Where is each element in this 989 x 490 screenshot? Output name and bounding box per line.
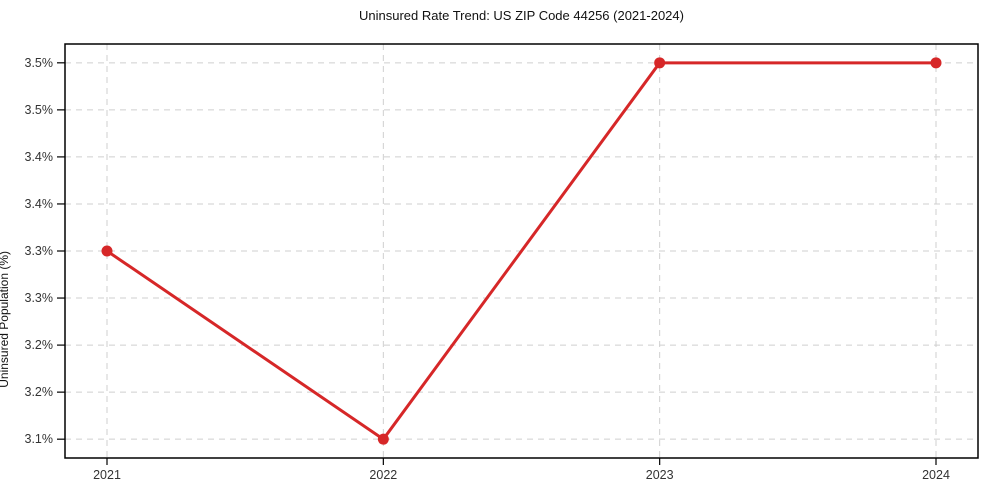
x-tick-label: 2024 — [922, 468, 950, 482]
data-point-marker — [930, 57, 942, 69]
x-tick-label: 2023 — [646, 468, 674, 482]
y-tick-label: 3.5% — [25, 103, 54, 117]
x-tick-label: 2022 — [369, 468, 397, 482]
data-point-marker — [377, 433, 389, 445]
y-tick-label: 3.1% — [25, 432, 54, 446]
x-tick-label: 2021 — [93, 468, 121, 482]
y-tick-label: 3.4% — [25, 197, 54, 211]
y-tick-label: 3.3% — [25, 244, 54, 258]
y-tick-label: 3.2% — [25, 338, 54, 352]
data-point-marker — [101, 245, 113, 257]
y-tick-label: 3.4% — [25, 150, 54, 164]
y-tick-label: 3.5% — [25, 56, 54, 70]
chart-title: Uninsured Rate Trend: US ZIP Code 44256 … — [359, 8, 684, 23]
y-tick-label: 3.3% — [25, 291, 54, 305]
trend-line — [105, 61, 938, 441]
y-tick-label: 3.2% — [25, 385, 54, 399]
data-point-marker — [654, 57, 666, 69]
